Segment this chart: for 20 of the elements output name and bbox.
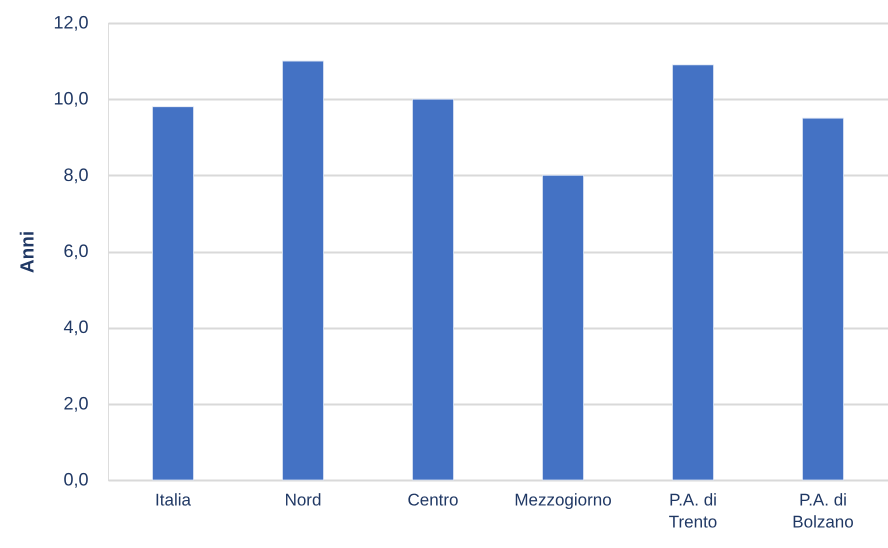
bar: [672, 64, 714, 480]
x-tick-label: Nord: [284, 490, 322, 510]
bar: [152, 106, 194, 480]
bar: [412, 98, 454, 480]
x-tick-label: Centro: [407, 490, 459, 510]
y-tick-label: 2,0: [63, 393, 88, 414]
x-tick-label: Mezzogiorno: [514, 490, 612, 510]
bar: [802, 118, 844, 480]
bar: [282, 60, 324, 480]
x-tick-label: Italia: [155, 490, 192, 510]
y-axis-title: Anni: [17, 230, 38, 274]
x-tick-label: P.A. di Bolzano: [792, 490, 854, 532]
y-tick-label: 6,0: [63, 241, 88, 261]
x-tick-label: P.A. di Trento: [668, 490, 718, 532]
bar: [542, 174, 584, 480]
y-tick-label: 12,0: [53, 12, 88, 32]
y-tick-label: 0,0: [63, 470, 88, 490]
y-tick-label: 8,0: [63, 164, 88, 185]
y-tick-label: 4,0: [63, 317, 88, 338]
y-tick-label: 10,0: [53, 88, 88, 109]
